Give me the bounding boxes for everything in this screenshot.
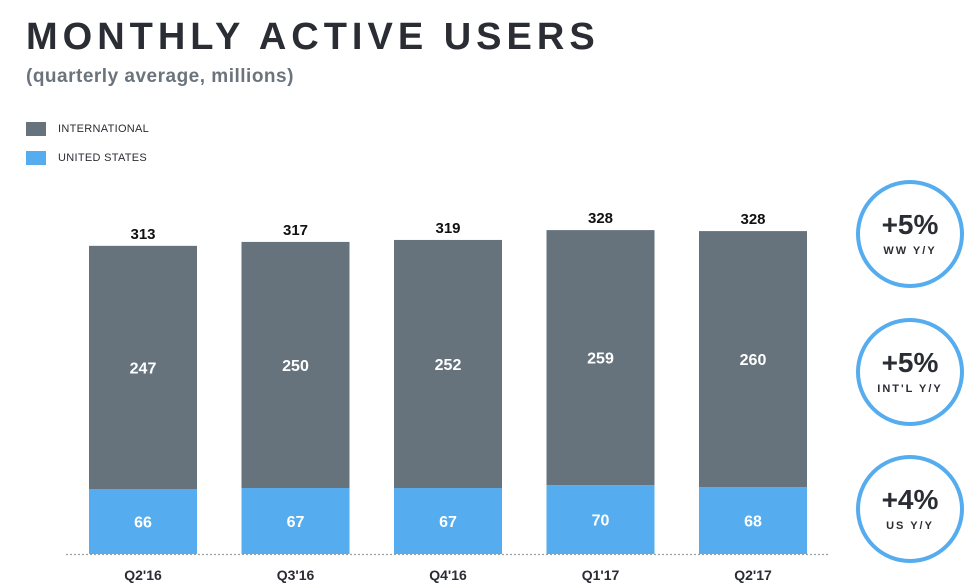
badge-intl-label: INT'L Y/Y — [877, 383, 943, 395]
stacked-bar-chart: 66 247 313 Q2'16 67 250 317 Q3'16 67 252 319 Q4'16 7… — [66, 210, 830, 583]
badge-us-value: +4% — [881, 484, 939, 515]
data-label-total: 328 — [740, 211, 765, 228]
legend-label-united-states: UNITED STATES — [58, 152, 148, 164]
data-label-united-states: 67 — [287, 514, 305, 531]
bar-segment-united-states — [546, 485, 655, 554]
bar-segment-international — [241, 241, 350, 489]
legend-item-international: INTERNATIONAL — [26, 121, 149, 137]
data-label-united-states: 67 — [439, 514, 457, 531]
bar-segment-international — [89, 245, 197, 490]
data-label-international: 250 — [282, 358, 309, 375]
data-label-international: 247 — [130, 360, 157, 377]
data-label-international: 259 — [587, 351, 614, 368]
data-label-united-states: 70 — [592, 513, 610, 530]
data-label-united-states: 68 — [744, 514, 762, 531]
chart-subtitle: (quarterly average, millions) — [26, 66, 294, 87]
badge-ww-growth: +5% WW Y/Y — [856, 180, 964, 288]
x-tick-label: Q4'16 — [429, 567, 467, 583]
bar-segment-united-states — [699, 487, 807, 554]
bar-segment-international — [546, 230, 655, 486]
legend-swatch-united-states — [26, 151, 46, 165]
bar-segment-united-states — [241, 488, 350, 554]
chart-title: MONTHLY ACTIVE USERS — [26, 16, 600, 58]
bar-segment-international — [699, 231, 807, 488]
x-tick-label: Q3'16 — [277, 567, 315, 583]
legend-swatch-international — [26, 122, 46, 136]
x-tick-label: Q1'17 — [582, 567, 620, 583]
data-label-total: 319 — [435, 220, 460, 237]
badge-intl-growth: +5% INT'L Y/Y — [856, 318, 964, 426]
badge-intl-value: +5% — [881, 347, 939, 378]
bar-segment-international — [394, 239, 502, 489]
data-label-united-states: 66 — [134, 515, 152, 532]
x-tick-label: Q2'17 — [734, 567, 772, 583]
legend-item-united-states: UNITED STATES — [26, 150, 147, 166]
bar-segment-united-states — [89, 489, 197, 554]
data-label-total: 313 — [130, 226, 155, 243]
data-label-total: 317 — [283, 222, 308, 239]
data-label-international: 252 — [435, 357, 462, 374]
badge-ww-value: +5% — [881, 209, 939, 240]
x-tick-label: Q2'16 — [124, 567, 162, 583]
data-label-international: 260 — [740, 352, 767, 369]
bar-segment-united-states — [394, 488, 502, 554]
legend-label-international: INTERNATIONAL — [58, 123, 150, 135]
data-label-total: 328 — [588, 210, 613, 227]
badge-ww-label: WW Y/Y — [883, 245, 937, 257]
badge-us-growth: +4% US Y/Y — [856, 455, 964, 563]
badge-us-label: US Y/Y — [886, 520, 934, 532]
